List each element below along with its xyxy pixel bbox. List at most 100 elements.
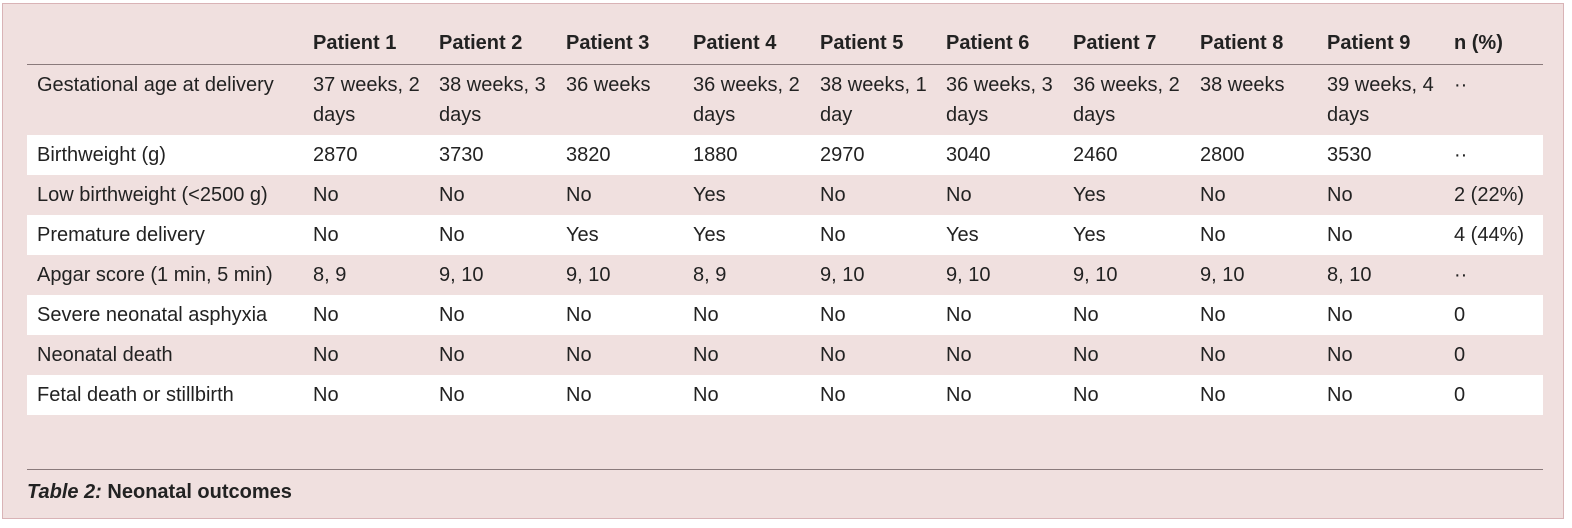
table-cell: No: [439, 384, 465, 406]
row-label: Gestational age at delivery: [37, 74, 274, 96]
table-cell: 38 weeks, 3 days: [439, 74, 546, 126]
header-cell: n (%): [1444, 22, 1543, 65]
table-cell: No: [820, 384, 846, 406]
table-cell: No: [566, 184, 592, 206]
header-cell: Patient 7: [1063, 22, 1190, 65]
table-cell: No: [1200, 384, 1226, 406]
table-cell: No: [820, 344, 846, 366]
table-cell: 2460: [1073, 144, 1118, 166]
table-cell: No: [1073, 344, 1099, 366]
caption-label: Table 2:: [27, 481, 102, 503]
header-cell: Patient 1: [303, 22, 429, 65]
table-cell: No: [1327, 224, 1353, 246]
table-cell: No: [1327, 304, 1353, 326]
table-cell: No: [1327, 344, 1353, 366]
table-cell: 0: [1454, 344, 1466, 366]
table-cell: No: [820, 184, 846, 206]
table-cell: Yes: [1073, 184, 1106, 206]
table-cell: No: [946, 304, 972, 326]
header-cell: Patient 5: [810, 22, 936, 65]
table-cell: No: [1200, 224, 1226, 246]
table-cell: No: [946, 184, 972, 206]
table-cell: 9, 10: [820, 264, 865, 286]
table-cell: 36 weeks: [566, 74, 651, 96]
table-cell: No: [313, 384, 339, 406]
table-cell: 3040: [946, 144, 991, 166]
row-label: Premature delivery: [37, 224, 205, 246]
table-cell: No: [439, 224, 465, 246]
table-cell: 9, 10: [946, 264, 991, 286]
caption-title: Neonatal outcomes: [107, 481, 292, 503]
table-cell: 2870: [313, 144, 358, 166]
table-cell: No: [566, 384, 592, 406]
table-cell: 36 weeks, 2 days: [1073, 74, 1180, 126]
table-cell: 3820: [566, 144, 611, 166]
table-cell: ··: [1454, 144, 1468, 166]
table-cell: 9, 10: [566, 264, 611, 286]
table-cell: 2800: [1200, 144, 1245, 166]
table-cell: No: [1200, 184, 1226, 206]
table-panel: Patient 1 Patient 2 Patient 3 Patient 4 Pati…: [2, 3, 1564, 519]
table-row: Neonatal death No No No No No No No No No 0: [27, 335, 1543, 375]
table-cell: No: [1200, 304, 1226, 326]
table-cell: 4 (44%): [1454, 224, 1525, 246]
table-header-row: Patient 1 Patient 2 Patient 3 Patient 4 Pati…: [27, 22, 1543, 65]
table-row: Apgar score (1 min, 5 min) 8, 9 9, 10 9, 10…: [27, 255, 1543, 295]
table-cell: No: [1073, 304, 1099, 326]
table-cell: 38 weeks: [1200, 74, 1285, 96]
table-cell: Yes: [693, 224, 726, 246]
row-label: Apgar score (1 min, 5 min): [37, 264, 273, 286]
table-cell: Yes: [693, 184, 726, 206]
table-cell: No: [439, 344, 465, 366]
table-row: Fetal death or stillbirth No No No No No No No N…: [27, 375, 1543, 415]
table-cell: No: [439, 184, 465, 206]
table-cell: No: [1200, 344, 1226, 366]
table-cell: 9, 10: [439, 264, 484, 286]
table-cell: No: [1073, 384, 1099, 406]
table-cell: ··: [1454, 264, 1468, 286]
table-row: Premature delivery No No Yes Yes No Yes Yes No No…: [27, 215, 1543, 255]
table-row: Severe neonatal asphyxia No No No No No No No No…: [27, 295, 1543, 335]
table-cell: 2970: [820, 144, 865, 166]
header-cell: Patient 2: [429, 22, 556, 65]
table-cell: 8, 9: [313, 264, 347, 286]
table-cell: No: [313, 304, 339, 326]
table-cell: Yes: [946, 224, 979, 246]
table-cell: No: [946, 344, 972, 366]
table-cell: 36 weeks, 2 days: [693, 74, 800, 126]
table-cell: No: [313, 184, 339, 206]
table-cell: 9, 10: [1073, 264, 1118, 286]
table-cell: Yes: [566, 224, 599, 246]
table-cell: 0: [1454, 304, 1466, 326]
table-cell: 3530: [1327, 144, 1372, 166]
row-label: Fetal death or stillbirth: [37, 384, 234, 406]
row-label: Severe neonatal asphyxia: [37, 304, 268, 326]
caption-divider: [27, 469, 1543, 470]
header-cell: Patient 3: [556, 22, 683, 65]
table-cell: No: [439, 304, 465, 326]
table-cell: 36 weeks, 3 days: [946, 74, 1053, 126]
table-row: Gestational age at delivery 37 weeks, 2 d…: [27, 64, 1543, 135]
header-cell: Patient 9: [1317, 22, 1444, 65]
row-label: Low birthweight (<2500 g): [37, 184, 268, 206]
table-cell: No: [693, 304, 719, 326]
neonatal-outcomes-table: Patient 1 Patient 2 Patient 3 Patient 4 Pati…: [27, 22, 1543, 415]
table-cell: 38 weeks, 1 day: [820, 74, 927, 126]
row-label: Birthweight (g): [37, 144, 166, 166]
table-cell: No: [946, 384, 972, 406]
table-cell: 39 weeks, 4 days: [1327, 74, 1434, 126]
table-cell: 8, 9: [693, 264, 727, 286]
table-row: Low birthweight (<2500 g) No No No Yes No No Ye…: [27, 175, 1543, 215]
header-cell: Patient 8: [1190, 22, 1317, 65]
table-cell: No: [313, 344, 339, 366]
header-cell-blank: [27, 22, 303, 65]
table-cell: 0: [1454, 384, 1466, 406]
table-cell: 9, 10: [1200, 264, 1245, 286]
table-cell: 1880: [693, 144, 738, 166]
table-cell: No: [1327, 384, 1353, 406]
table-cell: 2 (22%): [1454, 184, 1525, 206]
header-cell: Patient 6: [936, 22, 1063, 65]
table-caption: Table 2: Neonatal outcomes: [27, 478, 292, 506]
table-cell: No: [693, 384, 719, 406]
table-cell: 37 weeks, 2 days: [313, 74, 420, 126]
